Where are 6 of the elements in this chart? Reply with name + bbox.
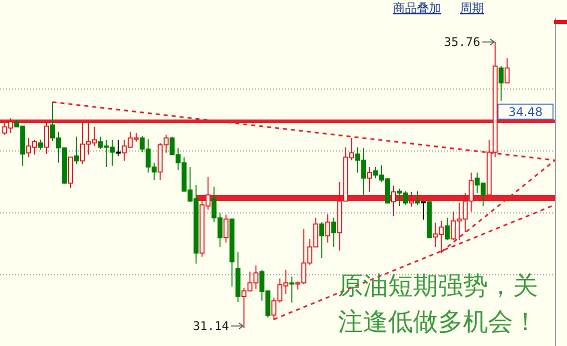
annotation: 35.76 bbox=[444, 35, 480, 49]
annotation: 原油短期强势，关注逢低做多机会！ bbox=[338, 270, 539, 338]
text: 商品叠加 bbox=[393, 1, 441, 15]
annotation: 31.14 bbox=[192, 319, 229, 333]
ref-line-label: 34.48 bbox=[508, 105, 543, 120]
text: 周期 bbox=[460, 1, 484, 15]
